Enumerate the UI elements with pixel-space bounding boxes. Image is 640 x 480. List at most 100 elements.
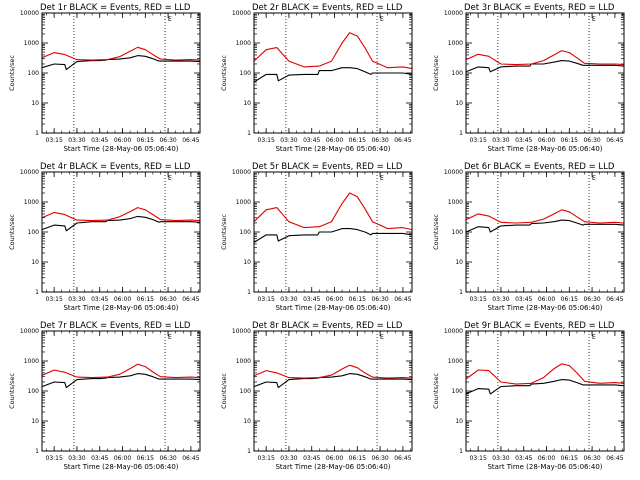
y-tick-label: 10000 bbox=[232, 10, 251, 17]
y-tick-label: 1000 bbox=[24, 358, 39, 365]
x-tick-label: 03:45 bbox=[303, 455, 320, 462]
x-tick-label: 06:15 bbox=[561, 137, 578, 144]
x-axis-label: Start Time (28-May-06 05:06:40) bbox=[275, 304, 390, 312]
y-tick-label: 10000 bbox=[232, 169, 251, 176]
series-line-events bbox=[41, 55, 201, 71]
x-tick-label: 06:15 bbox=[561, 455, 578, 462]
x-tick-label: 06:45 bbox=[394, 137, 411, 144]
y-tick-label: 1 bbox=[247, 448, 251, 455]
series-line-events bbox=[465, 60, 625, 73]
x-axis-label: Start Time (28-May-06 05:06:40) bbox=[275, 463, 390, 471]
y-tick-label: 10000 bbox=[444, 169, 463, 176]
plot-frame bbox=[465, 330, 625, 452]
series-line-lld bbox=[253, 32, 413, 70]
x-tick-label: 03:45 bbox=[303, 137, 320, 144]
y-tick-label: 1000 bbox=[448, 358, 463, 365]
y-tick-label: 1 bbox=[247, 289, 251, 296]
x-tick-label: 06:00 bbox=[114, 296, 131, 303]
y-tick-label: 1000 bbox=[236, 358, 251, 365]
y-axis-label: Counts/sec bbox=[220, 373, 228, 409]
x-tick-label: 03:15 bbox=[470, 137, 487, 144]
y-tick-label: 100 bbox=[452, 388, 464, 395]
chart-title: Det 3r BLACK = Events, RED = LLD bbox=[464, 3, 615, 13]
x-tick-label: 03:15 bbox=[258, 137, 275, 144]
x-tick-label: 06:45 bbox=[182, 455, 199, 462]
x-tick-label: 06:45 bbox=[182, 137, 199, 144]
y-tick-label: 1 bbox=[459, 289, 463, 296]
x-tick-label: 03:15 bbox=[46, 137, 63, 144]
y-axis-label: Counts/sec bbox=[432, 55, 440, 91]
series-line-lld bbox=[465, 50, 625, 66]
x-tick-label: 06:00 bbox=[326, 137, 343, 144]
x-axis-label: Start Time (28-May-06 05:06:40) bbox=[63, 145, 178, 153]
x-tick-label: 03:30 bbox=[68, 137, 85, 144]
plot-frame bbox=[41, 330, 201, 452]
x-tick-label: 03:45 bbox=[515, 296, 532, 303]
x-tick-label: 06:45 bbox=[606, 455, 623, 462]
annotation-label: E bbox=[592, 175, 596, 182]
y-tick-label: 1 bbox=[247, 130, 251, 137]
x-tick-label: 03:15 bbox=[470, 455, 487, 462]
chart-panel-7: Det 7r BLACK = Events, RED = LLD 1 10 100 10… bbox=[8, 321, 201, 471]
y-axis-label: Counts/sec bbox=[8, 373, 16, 409]
chart-panel-3: Det 3r BLACK = Events, RED = LLD 1 10 100 10… bbox=[432, 3, 625, 153]
chart-title: Det 5r BLACK = Events, RED = LLD bbox=[252, 162, 403, 172]
y-tick-label: 100 bbox=[28, 388, 40, 395]
plot-frame bbox=[253, 330, 413, 452]
y-axis-label: Counts/sec bbox=[220, 214, 228, 250]
y-tick-label: 1 bbox=[35, 130, 39, 137]
x-tick-label: 03:45 bbox=[91, 137, 108, 144]
y-tick-label: 100 bbox=[240, 229, 252, 236]
x-tick-label: 03:15 bbox=[46, 455, 63, 462]
x-tick-label: 03:15 bbox=[470, 296, 487, 303]
y-tick-label: 10 bbox=[31, 259, 39, 266]
x-tick-label: 06:30 bbox=[159, 137, 176, 144]
chart-title: Det 9r BLACK = Events, RED = LLD bbox=[464, 321, 615, 331]
y-tick-label: 100 bbox=[28, 70, 40, 77]
annotation-label: E bbox=[380, 334, 384, 341]
x-tick-label: 06:30 bbox=[371, 137, 388, 144]
x-tick-label: 06:00 bbox=[114, 455, 131, 462]
x-tick-label: 03:45 bbox=[303, 296, 320, 303]
x-tick-label: 06:30 bbox=[583, 455, 600, 462]
plot-frame bbox=[41, 171, 201, 293]
y-tick-label: 10 bbox=[455, 100, 463, 107]
chart-title: Det 7r BLACK = Events, RED = LLD bbox=[40, 321, 191, 331]
y-tick-label: 1 bbox=[459, 448, 463, 455]
y-axis-label: Counts/sec bbox=[432, 373, 440, 409]
y-tick-label: 1000 bbox=[236, 40, 251, 47]
series-line-events bbox=[253, 228, 413, 243]
y-tick-label: 10 bbox=[243, 418, 251, 425]
y-tick-label: 10000 bbox=[20, 328, 39, 335]
y-tick-label: 10 bbox=[455, 418, 463, 425]
y-axis-label: Counts/sec bbox=[8, 214, 16, 250]
series-line-events bbox=[465, 379, 625, 395]
y-tick-label: 100 bbox=[240, 388, 252, 395]
x-tick-label: 06:00 bbox=[326, 296, 343, 303]
x-tick-label: 06:15 bbox=[561, 296, 578, 303]
x-tick-label: 06:45 bbox=[606, 296, 623, 303]
chart-panel-6: Det 6r BLACK = Events, RED = LLD 1 10 100 10… bbox=[432, 162, 625, 312]
annotation-label: E bbox=[380, 175, 384, 182]
x-tick-label: 03:30 bbox=[68, 296, 85, 303]
x-tick-label: 03:30 bbox=[280, 455, 297, 462]
x-tick-label: 06:15 bbox=[137, 137, 154, 144]
y-tick-label: 10 bbox=[455, 259, 463, 266]
y-tick-label: 10 bbox=[31, 418, 39, 425]
chart-title: Det 2r BLACK = Events, RED = LLD bbox=[252, 3, 403, 13]
chart-panel-4: Det 4r BLACK = Events, RED = LLD 1 10 100 10… bbox=[8, 162, 201, 312]
series-line-events bbox=[41, 373, 201, 389]
y-tick-label: 1000 bbox=[448, 40, 463, 47]
y-tick-label: 1000 bbox=[448, 199, 463, 206]
x-tick-label: 06:15 bbox=[137, 296, 154, 303]
plot-frame bbox=[253, 171, 413, 293]
plot-frame bbox=[465, 12, 625, 134]
x-tick-label: 06:45 bbox=[394, 296, 411, 303]
chart-panel-2: Det 2r BLACK = Events, RED = LLD 1 10 100 10… bbox=[220, 3, 413, 153]
x-tick-label: 06:30 bbox=[159, 455, 176, 462]
x-tick-label: 06:30 bbox=[583, 137, 600, 144]
series-line-events bbox=[41, 215, 201, 232]
x-tick-label: 03:45 bbox=[91, 296, 108, 303]
